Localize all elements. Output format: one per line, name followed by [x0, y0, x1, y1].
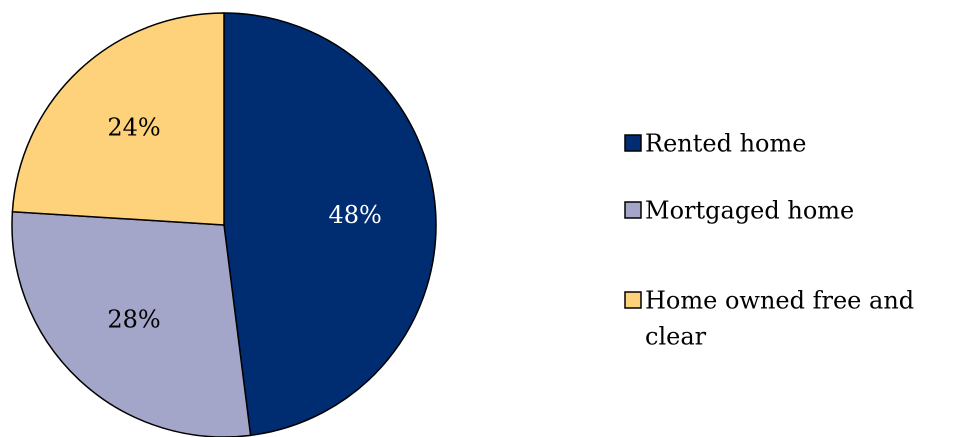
legend-swatch — [624, 201, 642, 219]
slice-value-label: 48% — [329, 201, 382, 229]
legend-item: Rented home — [624, 130, 806, 158]
legend-label: Mortgaged home — [645, 197, 854, 225]
legend-label: clear — [645, 323, 707, 351]
chart-legend: Rented home Mortgaged home Home owned free… — [624, 130, 914, 351]
pie-slice-labels: 48% 28% 24% — [107, 114, 382, 334]
legend-swatch — [624, 291, 642, 309]
pie-slice-mortgaged-home — [11, 210, 252, 437]
pie-slice-home-owned-free-and-clear — [11, 12, 225, 226]
slice-value-label: 28% — [107, 305, 160, 333]
legend-item: Mortgaged home — [624, 197, 854, 225]
slice-value-label: 24% — [107, 114, 160, 142]
legend-label: Rented home — [645, 130, 806, 158]
pie-slice-rented-home — [223, 12, 437, 437]
legend-label: Home owned free and — [645, 287, 914, 315]
pie-slices — [11, 12, 437, 437]
legend-item: Home owned free and clear — [624, 287, 914, 351]
legend-swatch — [624, 134, 642, 152]
